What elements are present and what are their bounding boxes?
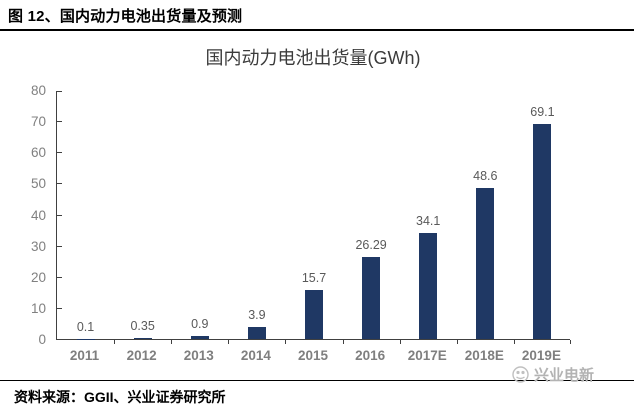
x-axis-tick [343, 340, 344, 344]
y-tick-label: 30 [30, 238, 46, 254]
y-axis-tick [57, 339, 62, 340]
y-tick-label: 80 [30, 83, 46, 98]
y-axis-tick [57, 121, 62, 122]
y-axis-tick [57, 246, 62, 247]
brand-watermark: 兴业电新 [512, 364, 594, 385]
brand-watermark-label: 兴业电新 [534, 367, 595, 384]
source-note: 资料来源：GGII、兴业证券研究所 [14, 389, 226, 405]
x-tick-label: 2013 [183, 348, 214, 363]
y-axis-tick [57, 308, 62, 309]
bar-2015 [305, 290, 323, 339]
x-axis-tick [457, 340, 458, 344]
bar-2018E [476, 187, 495, 339]
footer-divider [0, 380, 634, 381]
x-tick-label: 2012 [126, 348, 157, 363]
bar-2013 [190, 336, 209, 339]
x-axis-tick [171, 340, 172, 344]
plot-area: 0.1 0.35 0.9 3.9 15.7 26.29 34.1 48.6 69.1 [56, 91, 571, 344]
bar-value-label: 26.29 [355, 238, 387, 253]
y-tick-label: 70 [30, 114, 46, 130]
bar-value-label: 0.35 [130, 318, 155, 333]
x-axis-tick [285, 340, 286, 344]
y-axis-tick [57, 215, 62, 216]
y-tick-label: 10 [30, 300, 46, 316]
chart-title: 国内动力电池出货量(GWh) [205, 48, 421, 68]
brand-logo-icon [512, 366, 529, 383]
x-tick-label: 2017E [407, 348, 447, 363]
x-tick-label: 2015 [297, 348, 329, 363]
bar-2012 [133, 337, 152, 339]
y-tick-label: 20 [30, 269, 46, 285]
x-axis-tick [570, 340, 571, 344]
y-axis-labels: 0 10 20 30 40 50 60 70 80 [0, 83, 46, 347]
bar-value-label: 15.7 [301, 271, 327, 286]
bar-value-label: 34.1 [416, 213, 441, 228]
y-tick-label: 40 [30, 207, 46, 223]
bar-2017E [419, 232, 438, 339]
bar-value-label: 3.9 [248, 307, 266, 322]
y-axis-tick [57, 91, 62, 92]
bar-value-label: 69.1 [530, 104, 555, 119]
y-axis-tick [57, 277, 62, 278]
x-tick-label: 2018E [464, 348, 504, 363]
x-axis-tick [114, 340, 115, 344]
x-tick-label: 2011 [69, 348, 100, 363]
figure-caption: 图 12、国内动力电池出货量及预测 [8, 8, 243, 25]
bar-value-label: 0.1 [76, 319, 95, 334]
bar-value-label: 0.9 [191, 317, 209, 332]
bar-2016 [362, 257, 381, 339]
x-axis-labels: 2011 2012 2013 2014 2015 2016 2017E 2018E 2019E [56, 347, 570, 365]
y-axis-tick [57, 152, 62, 153]
x-tick-label: 2019E [521, 348, 561, 363]
x-tick-label: 2014 [240, 348, 271, 363]
header-divider [0, 29, 634, 31]
y-tick-label: 60 [30, 145, 46, 161]
x-axis-tick [400, 340, 401, 344]
x-axis-tick [228, 340, 229, 344]
x-axis-tick [514, 340, 515, 344]
y-tick-label: 50 [30, 176, 46, 192]
y-tick-label: 0 [38, 332, 46, 347]
x-tick-label: 2016 [355, 348, 386, 363]
bar-2014 [247, 326, 266, 339]
y-axis-tick [57, 183, 62, 184]
bar-value-label: 48.6 [473, 168, 498, 183]
bar-2019E [533, 123, 552, 339]
